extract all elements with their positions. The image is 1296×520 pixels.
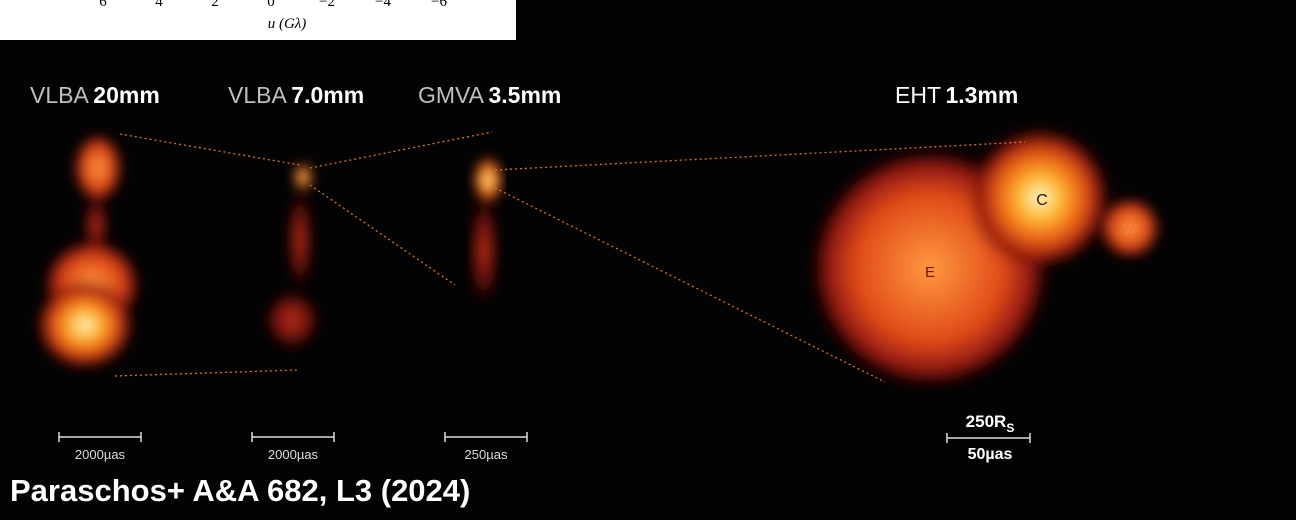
citation: Paraschos+ A&A 682, L3 (2024): [10, 473, 470, 508]
component-label: W: [1123, 221, 1138, 238]
axis-label: u (Gλ): [268, 16, 307, 32]
component-label: E: [925, 264, 935, 281]
svg-text:2000µas: 2000µas: [75, 447, 126, 462]
component-label: C: [1036, 192, 1048, 209]
tick-label: 0: [267, 0, 275, 10]
tick-label: 4: [155, 0, 163, 10]
svg-text:250µas: 250µas: [465, 447, 508, 462]
tick-label: 6: [99, 0, 107, 10]
background: [0, 0, 1296, 520]
panel-title: EHT 1.3mm: [895, 82, 1018, 108]
panel-title: GMVA 3.5mm: [418, 82, 561, 108]
tick-label: −4: [375, 0, 391, 10]
tick-label: −2: [319, 0, 335, 10]
tick-label: −6: [431, 0, 447, 10]
panel-title: VLBA 20mm: [30, 82, 160, 108]
svg-text:2000µas: 2000µas: [268, 447, 319, 462]
figure: 6 4 2 0 −2 −4 −6 u (Gλ) VLBA 20mm VLBA 7.0mm G…: [0, 0, 1296, 520]
svg-text:50µas: 50µas: [968, 446, 1013, 463]
panel-title: VLBA 7.0mm: [228, 82, 364, 108]
tick-label: 2: [211, 0, 219, 10]
